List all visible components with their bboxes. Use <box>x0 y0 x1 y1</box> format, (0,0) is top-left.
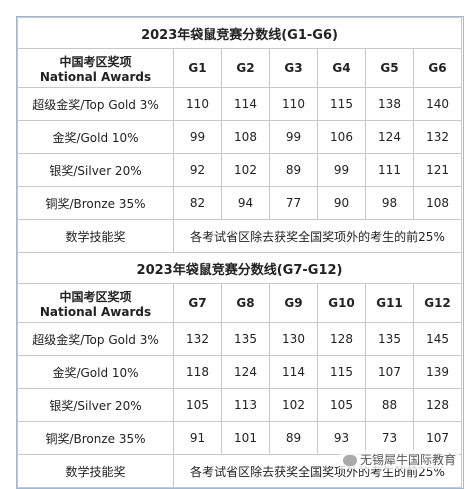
score-cell: 132 <box>412 120 463 154</box>
score-cell: 90 <box>317 186 366 220</box>
title-row: 2023年袋鼠竞赛分数线(G1-G6) <box>16 17 463 49</box>
award-name: 银奖/Silver 20% <box>17 388 174 422</box>
score-cell: 99 <box>269 120 318 154</box>
score-cell: 110 <box>173 87 222 121</box>
score-cell: 94 <box>221 186 270 220</box>
score-cell: 135 <box>365 322 414 356</box>
score-cell: 140 <box>412 87 463 121</box>
score-cell: 107 <box>412 421 463 455</box>
header-award: 中国考区奖项 National Awards <box>17 48 174 88</box>
header-award-cn: 中国考区奖项 <box>59 289 132 304</box>
award-name: 超级金奖/Top Gold 3% <box>17 87 174 121</box>
score-cell: 135 <box>221 322 270 356</box>
score-cell: 132 <box>173 322 222 356</box>
header-grade: G10 <box>317 283 366 323</box>
score-cell: 115 <box>317 355 366 389</box>
header-grade: G7 <box>173 283 222 323</box>
score-cell: 145 <box>412 322 463 356</box>
header-grade: G6 <box>412 48 463 88</box>
score-cell: 128 <box>317 322 366 356</box>
math-skill-text: 各考试省区除去获奖全国奖项外的考生的前25% <box>172 219 463 253</box>
score-cell: 99 <box>317 153 366 187</box>
score-cell: 139 <box>412 355 463 389</box>
header-award-cn: 中国考区奖项 <box>59 54 132 69</box>
award-row: 金奖/Gold 10% 118 124 114 115 107 139 <box>17 355 463 389</box>
score-table: 2023年袋鼠竞赛分数线(G1-G6) 中国考区奖项 National Awards… <box>16 17 463 488</box>
score-cell: 114 <box>269 355 318 389</box>
header-award-en: National Awards <box>39 304 152 319</box>
header-grade: G1 <box>173 48 222 88</box>
score-cell: 108 <box>412 186 463 220</box>
header-grade: G4 <box>317 48 366 88</box>
score-cell: 108 <box>221 120 270 154</box>
award-name: 金奖/Gold 10% <box>17 120 174 154</box>
header-grade: G12 <box>412 283 463 323</box>
score-cell: 138 <box>365 87 414 121</box>
award-name: 金奖/Gold 10% <box>17 355 174 389</box>
score-cell: 92 <box>173 153 222 187</box>
score-cell: 98 <box>365 186 414 220</box>
watermark-text: 无锡犀牛国际教育 <box>360 453 457 467</box>
score-cell: 110 <box>269 87 318 121</box>
score-cell: 99 <box>173 120 222 154</box>
score-cell: 124 <box>365 120 414 154</box>
score-tables: 2023年袋鼠竞赛分数线(G1-G6) 中国考区奖项 National Awards… <box>16 16 464 489</box>
header-row: 中国考区奖项 National Awards G7 G8 G9 G10 G11 G12 <box>17 283 463 323</box>
title-row: 2023年袋鼠竞赛分数线(G7-G12) <box>16 252 463 284</box>
score-cell: 88 <box>365 388 414 422</box>
score-cell: 105 <box>173 388 222 422</box>
table-title: 2023年袋鼠竞赛分数线(G7-G12) <box>16 252 463 284</box>
header-grade: G9 <box>269 283 318 323</box>
award-row: 超级金奖/Top Gold 3% 132 135 130 128 135 145 <box>17 322 463 356</box>
award-name: 银奖/Silver 20% <box>17 153 174 187</box>
score-cell: 106 <box>317 120 366 154</box>
score-cell: 77 <box>269 186 318 220</box>
award-row: 超级金奖/Top Gold 3% 110 114 110 115 138 140 <box>17 87 463 121</box>
math-skill-label: 数学技能奖 <box>17 454 174 488</box>
score-cell: 118 <box>173 355 222 389</box>
score-cell: 102 <box>269 388 318 422</box>
score-cell: 124 <box>221 355 270 389</box>
math-skill-row: 数学技能奖 各考试省区除去获奖全国奖项外的考生的前25% <box>17 454 463 488</box>
watermark: 无锡犀牛国际教育 <box>340 450 460 469</box>
math-skill-label: 数学技能奖 <box>17 219 174 253</box>
award-name: 铜奖/Bronze 35% <box>17 186 174 220</box>
header-grade: G11 <box>365 283 414 323</box>
score-cell: 111 <box>365 153 414 187</box>
award-row: 铜奖/Bronze 35% 82 94 77 90 98 108 <box>17 186 463 220</box>
score-cell: 121 <box>412 153 463 187</box>
header-grade: G5 <box>365 48 414 88</box>
score-cell: 102 <box>221 153 270 187</box>
award-name: 超级金奖/Top Gold 3% <box>17 322 174 356</box>
header-award: 中国考区奖项 National Awards <box>17 283 174 323</box>
header-row: 中国考区奖项 National Awards G1 G2 G3 G4 G5 G6 <box>17 48 463 88</box>
header-grade: G2 <box>221 48 270 88</box>
score-cell: 113 <box>221 388 270 422</box>
score-cell: 91 <box>173 421 222 455</box>
score-cell: 82 <box>173 186 222 220</box>
header-grade: G8 <box>221 283 270 323</box>
table-title: 2023年袋鼠竞赛分数线(G1-G6) <box>16 17 463 49</box>
award-row: 银奖/Silver 20% 105 113 102 105 88 128 <box>17 388 463 422</box>
score-cell: 107 <box>365 355 414 389</box>
header-award-en: National Awards <box>39 69 152 84</box>
score-cell: 89 <box>269 153 318 187</box>
math-skill-row: 数学技能奖 各考试省区除去获奖全国奖项外的考生的前25% <box>17 219 463 253</box>
award-name: 铜奖/Bronze 35% <box>17 421 174 455</box>
score-cell: 101 <box>221 421 270 455</box>
header-grade: G3 <box>269 48 318 88</box>
award-row: 铜奖/Bronze 35% 91 101 89 93 73 107 <box>17 421 463 455</box>
award-row: 金奖/Gold 10% 99 108 99 106 124 132 <box>17 120 463 154</box>
score-cell: 130 <box>269 322 318 356</box>
score-cell: 105 <box>317 388 366 422</box>
wechat-icon <box>343 455 357 466</box>
award-row: 银奖/Silver 20% 92 102 89 99 111 121 <box>17 153 463 187</box>
score-cell: 114 <box>221 87 270 121</box>
score-cell: 89 <box>269 421 318 455</box>
score-cell: 115 <box>317 87 366 121</box>
score-cell: 128 <box>412 388 463 422</box>
